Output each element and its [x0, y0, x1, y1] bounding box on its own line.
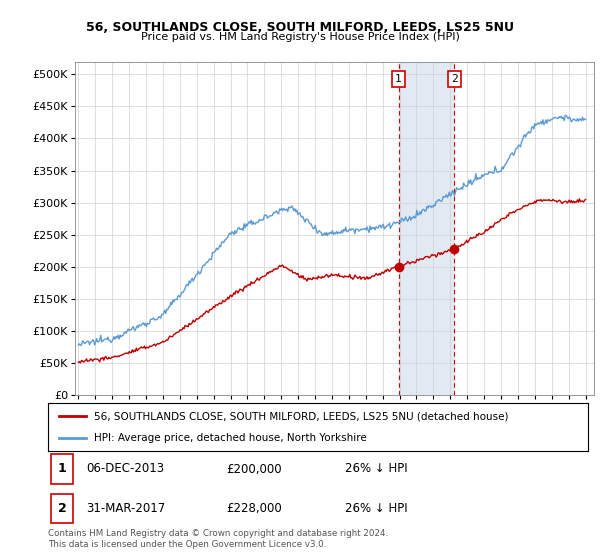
Text: Price paid vs. HM Land Registry's House Price Index (HPI): Price paid vs. HM Land Registry's House … — [140, 32, 460, 43]
Text: HPI: Average price, detached house, North Yorkshire: HPI: Average price, detached house, Nort… — [94, 433, 367, 443]
Bar — [50, 454, 73, 484]
Text: 56, SOUTHLANDS CLOSE, SOUTH MILFORD, LEEDS, LS25 5NU: 56, SOUTHLANDS CLOSE, SOUTH MILFORD, LEE… — [86, 21, 514, 34]
Text: 06-DEC-2013: 06-DEC-2013 — [86, 463, 164, 475]
Text: 2: 2 — [451, 74, 458, 84]
Text: 31-MAR-2017: 31-MAR-2017 — [86, 502, 165, 515]
Text: 2: 2 — [58, 502, 67, 515]
Text: 56, SOUTHLANDS CLOSE, SOUTH MILFORD, LEEDS, LS25 5NU (detached house): 56, SOUTHLANDS CLOSE, SOUTH MILFORD, LEE… — [94, 411, 508, 421]
Text: Contains HM Land Registry data © Crown copyright and database right 2024.
This d: Contains HM Land Registry data © Crown c… — [48, 529, 388, 549]
Text: 1: 1 — [58, 463, 67, 475]
Text: £200,000: £200,000 — [226, 463, 282, 475]
Bar — [398, 62, 454, 395]
Text: £228,000: £228,000 — [226, 502, 282, 515]
Bar — [50, 493, 73, 523]
Text: 26% ↓ HPI: 26% ↓ HPI — [345, 463, 407, 475]
Text: 1: 1 — [395, 74, 402, 84]
Text: 26% ↓ HPI: 26% ↓ HPI — [345, 502, 407, 515]
